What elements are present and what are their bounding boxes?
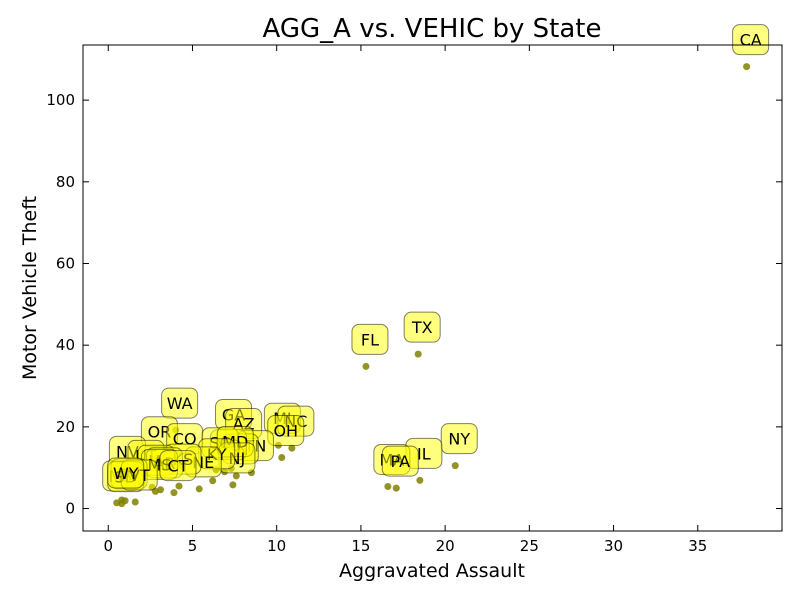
axis-ticks: 0 5 10 15 20 25 30 35 0 20 40 60 80 100: [46, 45, 782, 555]
point-label: WA: [161, 387, 199, 419]
label-box: [403, 311, 441, 343]
data-point: [743, 63, 751, 71]
data-point: [232, 472, 240, 480]
point-label: CT: [159, 450, 197, 482]
y-tick-label: 40: [56, 336, 75, 354]
data-point: [118, 496, 126, 504]
data-point: [392, 484, 400, 492]
data-point: [195, 485, 203, 493]
label-box: [381, 445, 419, 477]
data-point: [288, 444, 296, 452]
point-label: TX: [403, 311, 441, 343]
label-text: CT: [167, 457, 188, 476]
label-text: OH: [273, 421, 298, 440]
label-box: [351, 323, 389, 355]
x-tick-label: 5: [188, 537, 198, 555]
label-text: FL: [361, 330, 379, 349]
point-label: FL: [351, 323, 389, 355]
label-text: WY: [113, 464, 139, 483]
data-point: [451, 462, 459, 470]
label-text: PA: [390, 452, 410, 471]
x-tick-label: 35: [688, 537, 707, 555]
point-label: WY: [107, 457, 145, 489]
x-tick-label: 10: [267, 537, 286, 555]
y-tick-label: 0: [65, 500, 75, 518]
label-text: IL: [417, 444, 431, 463]
label-box: [107, 457, 145, 489]
label-box: [440, 423, 478, 455]
label-box: [732, 24, 770, 56]
x-tick-label: 20: [436, 537, 455, 555]
point-label: NY: [440, 423, 478, 455]
data-point: [416, 476, 424, 484]
x-axis-label: Aggravated Assault: [339, 560, 525, 582]
data-point: [131, 498, 139, 506]
plot-frame: [82, 44, 783, 532]
x-tick-label: 15: [351, 537, 370, 555]
y-tick-label: 20: [56, 418, 75, 436]
point-labels: CATXFLNYILMAPAWAGAAZMINCOHORCOTNINMOSCMD…: [102, 24, 770, 493]
label-box: [159, 450, 197, 482]
label-text: WA: [167, 394, 193, 413]
label-text: NY: [448, 430, 470, 449]
data-point: [414, 350, 422, 358]
data-point: [229, 481, 237, 489]
point-label: OH: [267, 414, 305, 446]
y-tick-label: 80: [56, 173, 75, 191]
x-tick-label: 30: [604, 537, 623, 555]
label-text: TX: [411, 318, 433, 337]
chart-title: AGG_A vs. VEHIC by State: [263, 14, 602, 44]
data-point: [384, 482, 392, 490]
y-axis-label: Motor Vehicle Theft: [19, 196, 41, 380]
data-point: [175, 482, 183, 490]
y-tick-label: 100: [46, 91, 75, 109]
data-point: [278, 453, 286, 461]
y-tick-label: 60: [56, 254, 75, 272]
label-box: [161, 387, 199, 419]
data-point: [209, 477, 217, 485]
label-text: CA: [740, 31, 762, 50]
point-label: PA: [381, 445, 419, 477]
label-text: OR: [148, 423, 172, 442]
x-tick-label: 0: [103, 537, 113, 555]
point-label: CA: [732, 24, 770, 56]
x-tick-label: 25: [520, 537, 539, 555]
data-point: [362, 362, 370, 370]
data-point: [170, 489, 178, 497]
